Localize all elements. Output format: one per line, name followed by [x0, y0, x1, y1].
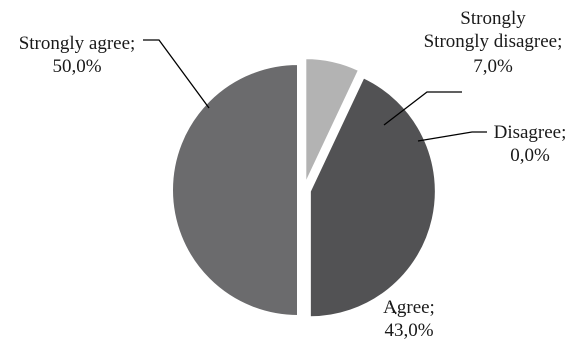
pie-slice-agree	[308, 75, 437, 319]
label-disagree-value: 0,0%	[510, 145, 550, 166]
leader-lines	[143, 39, 487, 315]
pie-slices	[171, 57, 437, 319]
label-agree-value: 43,0%	[384, 320, 433, 341]
pie-slice-disagree	[305, 70, 362, 185]
leader-strongly-agree	[143, 39, 210, 109]
label-agree-name: Agree;	[383, 297, 435, 318]
label-disagree-name: Disagree;	[494, 122, 567, 143]
label-strongly-agree-value: 50,0%	[52, 56, 101, 77]
pie-slice-strongly-agree	[171, 62, 299, 318]
leader-agree	[389, 302, 397, 315]
leader-strongly-disagree	[383, 91, 462, 126]
pie-slice-strongly-disagree	[304, 57, 361, 185]
label-strongly-disagree-name: Strongly Strongly disagree;	[424, 8, 563, 52]
leader-disagree	[417, 131, 487, 142]
label-strongly-disagree-value: 7,0%	[473, 56, 513, 77]
label-strongly-agree-name: Strongly agree;	[19, 33, 136, 54]
